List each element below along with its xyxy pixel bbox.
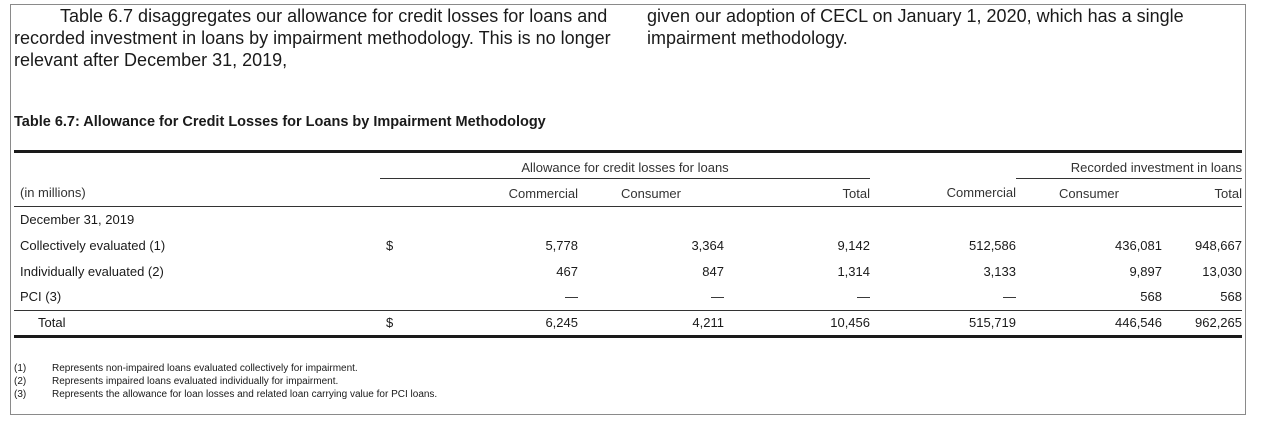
table-cell: 962,265 — [1162, 309, 1242, 338]
intro-paragraph-right: given our adoption of CECL on January 1,… — [647, 6, 1184, 48]
table-group-header-row: Allowance for credit losses for loans Re… — [14, 153, 1242, 179]
total-label: Total — [14, 309, 380, 338]
table-cell: 948,667 — [1195, 237, 1242, 253]
table-cell: 5,778 — [545, 237, 578, 253]
table-cell: 1,314 — [837, 263, 870, 279]
row-label: PCI (3) — [20, 289, 62, 305]
section-label: December 31, 2019 — [20, 211, 135, 227]
table-cell: 436,081 — [1115, 237, 1162, 253]
table-column-header-row: (in millions) Commercial Consumer Total … — [14, 178, 1242, 207]
table-cell: 6,245 — [448, 309, 578, 338]
currency-symbol — [380, 258, 448, 284]
footnote: (1) Represents non-impaired loans evalua… — [14, 362, 437, 375]
table-cell: 3,364 — [691, 237, 724, 253]
table-cell: — — [565, 289, 578, 305]
table-cell: 467 — [556, 263, 578, 279]
col-header-commercial-recorded: Commercial — [870, 178, 1016, 207]
group-header-recorded: Recorded investment in loans — [1016, 153, 1242, 179]
table-row: PCI (3) — — — — 568 568 — [14, 284, 1242, 310]
group-header-allowance: Allowance for credit losses for loans — [380, 153, 870, 179]
table-cell: 446,546 — [1016, 309, 1162, 338]
currency-symbol: $ — [386, 237, 394, 253]
footnote-text: Represents the allowance for loan losses… — [52, 389, 438, 400]
table-row: Collectively evaluated (1) $ 5,778 3,364… — [14, 232, 1242, 258]
col-header-consumer-recorded: Consumer — [1016, 178, 1162, 207]
col-header-total-recorded: Total — [1162, 178, 1242, 207]
table-top-rule — [14, 150, 1242, 153]
table-cell: 4,211 — [578, 309, 724, 338]
footnote-number: (2) — [14, 376, 27, 387]
table-total-row: Total $ 6,245 4,211 10,456 515,719 446,5… — [14, 309, 1242, 338]
currency-symbol — [380, 284, 448, 310]
table-cell: — — [857, 289, 870, 305]
col-header-total-allowance: Total — [724, 178, 870, 207]
row-label: Collectively evaluated (1) — [20, 237, 166, 253]
table-cell: 9,897 — [1129, 263, 1162, 279]
table-cell: 10,456 — [724, 309, 870, 338]
table-cell: 568 — [1140, 289, 1162, 305]
table-caption: Table 6.7: Allowance for Credit Losses f… — [14, 114, 546, 130]
footnote-text: Represents non-impaired loans evaluated … — [52, 363, 358, 374]
table-cell: 512,586 — [969, 237, 1016, 253]
footnotes: (1) Represents non-impaired loans evalua… — [14, 362, 437, 401]
table-cell: 13,030 — [1202, 263, 1242, 279]
row-label: Individually evaluated (2) — [20, 263, 164, 279]
table-row: Individually evaluated (2) 467 847 1,314… — [14, 258, 1242, 284]
intro-paragraph-left: Table 6.7 disaggregates our allowance fo… — [14, 6, 611, 70]
table-cell: 568 — [1220, 289, 1242, 305]
allowance-table: Allowance for credit losses for loans Re… — [14, 153, 1242, 338]
table-cell: — — [711, 289, 724, 305]
footnote-text: Represents impaired loans evaluated indi… — [52, 376, 339, 387]
footnote-number: (3) — [14, 389, 27, 400]
table-cell: 515,719 — [870, 309, 1016, 338]
unit-label: (in millions) — [14, 178, 380, 207]
currency-symbol: $ — [380, 309, 448, 338]
footnote-number: (1) — [14, 363, 27, 374]
footnote: (3) Represents the allowance for loan lo… — [14, 388, 437, 401]
table-cell: 3,133 — [983, 263, 1016, 279]
footnote: (2) Represents impaired loans evaluated … — [14, 375, 437, 388]
table-row: December 31, 2019 — [14, 206, 1242, 232]
col-header-consumer-allowance: Consumer — [578, 178, 724, 207]
col-header-commercial-allowance: Commercial — [448, 178, 578, 207]
table-cell: 847 — [702, 263, 724, 279]
table-cell: 9,142 — [837, 237, 870, 253]
table-cell: — — [1003, 289, 1016, 305]
document-frame — [10, 4, 1246, 415]
